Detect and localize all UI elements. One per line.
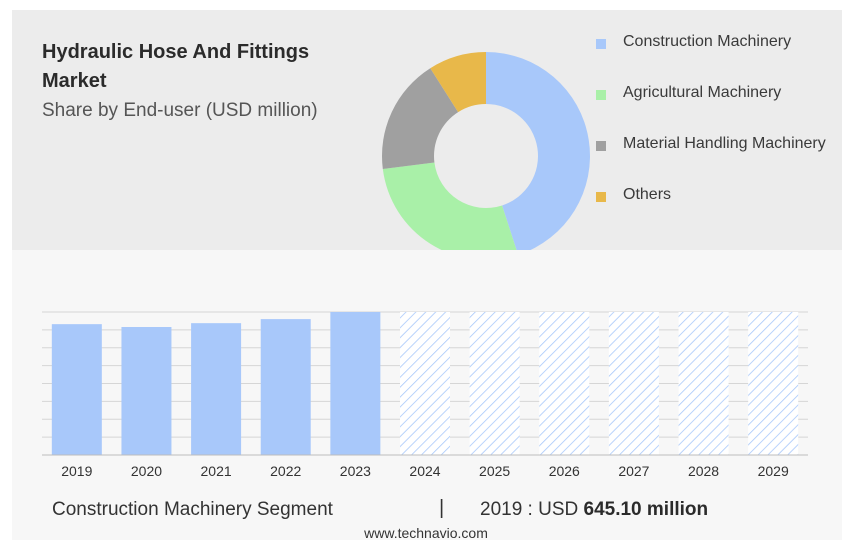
bar-2023 — [330, 312, 381, 455]
legend-swatch — [596, 141, 606, 151]
forecast-bar-2028 — [678, 312, 729, 455]
x-tick-label: 2028 — [688, 463, 719, 479]
legend-label: Construction Machinery — [623, 33, 792, 50]
donut-slice-agricultural-machinery — [382, 162, 517, 250]
trend-panel: 2019 2020 2021 2022 2023 2024 2025 2026 2027 2028… — [12, 250, 842, 540]
legend-swatch — [596, 90, 606, 100]
forecast-bar-2026 — [539, 312, 590, 455]
bar-chart: 2019 2020 2021 2022 2023 2024 2025 2026 2027 2028… — [42, 311, 808, 479]
forecast-bar-2029 — [748, 312, 799, 455]
donut-slice-material-handling-machinery — [382, 68, 459, 170]
segment-value-amount: 645.10 million — [583, 499, 709, 520]
x-tick-label: 2029 — [758, 463, 789, 479]
segment-value: 2019 : USD 645.10 million — [480, 499, 708, 521]
donut-slice-construction-machinery — [486, 52, 590, 250]
x-tick-label: 2026 — [549, 463, 580, 479]
x-tick-label: 2019 — [61, 463, 92, 479]
bar-2022 — [260, 319, 311, 455]
legend-label: Others — [623, 186, 672, 203]
summary-panel: Hydraulic Hose And Fittings Market Share… — [12, 10, 842, 250]
x-tick-label: 2024 — [409, 463, 440, 479]
forecast-bar-2024 — [400, 312, 450, 455]
legend-label: Material Handling Machinery — [623, 135, 826, 152]
chart-title: Hydraulic Hose And Fittings Market — [42, 41, 310, 92]
x-tick-label: 2025 — [479, 463, 510, 479]
bar-2020 — [121, 327, 172, 455]
segment-label: Construction Machinery Segment — [52, 499, 333, 520]
x-tick-label: 2022 — [270, 463, 301, 479]
legend-label: Agricultural Machinery — [623, 84, 782, 101]
legend-swatch — [596, 192, 606, 202]
legend-swatch — [596, 39, 606, 49]
forecast-bar-2025 — [469, 312, 520, 455]
bar-2021 — [191, 323, 242, 455]
bar-2019 — [51, 324, 102, 455]
footer-separator: | — [439, 497, 445, 519]
x-tick-label: 2023 — [340, 463, 371, 479]
x-tick-label: 2021 — [201, 463, 232, 479]
donut-slice-others — [430, 52, 486, 113]
segment-value-prefix: 2019 : USD — [480, 499, 584, 520]
donut-chart — [382, 52, 590, 250]
source-url[interactable]: www.technavio.com — [364, 525, 488, 541]
chart-subtitle: Share by End-user (USD million) — [42, 100, 318, 121]
x-tick-label: 2020 — [131, 463, 162, 479]
x-tick-label: 2027 — [618, 463, 649, 479]
forecast-bar-2027 — [608, 312, 659, 455]
